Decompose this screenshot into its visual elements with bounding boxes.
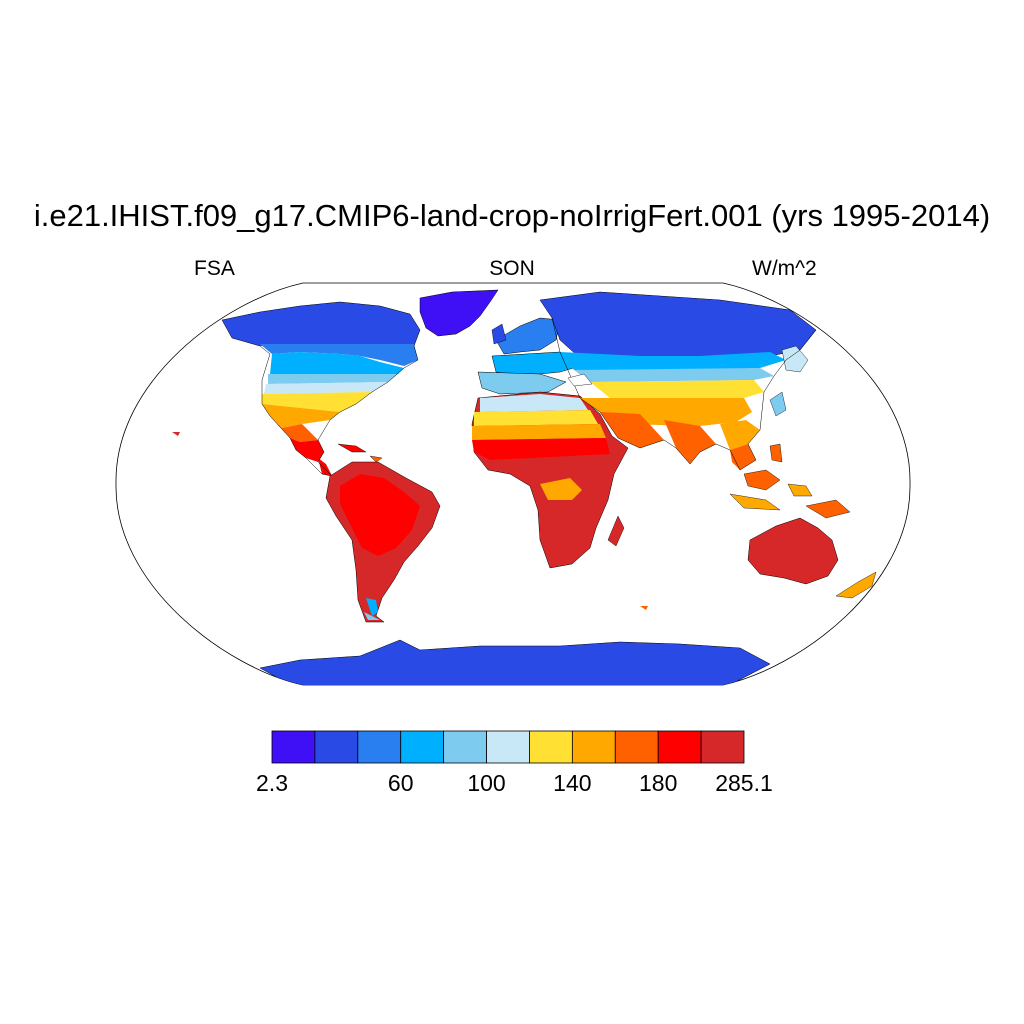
land-asia	[539, 291, 817, 471]
colorbar	[271, 730, 745, 764]
colorbar-swatch-8	[614, 730, 659, 764]
colorbar-tick-label: 2.3	[256, 770, 288, 796]
land-north-america	[221, 301, 421, 477]
colorbar-tick-label: 140	[553, 770, 592, 796]
variable-label: FSA	[194, 257, 235, 280]
colorbar-swatch-0	[271, 730, 316, 764]
land-antarctica	[259, 639, 771, 685]
land-australia	[747, 517, 839, 585]
units-label: W/m^2	[752, 257, 817, 280]
land-greenland	[419, 289, 499, 337]
land-maritime-asia	[729, 443, 851, 519]
land-africa	[471, 391, 629, 569]
colorbar-swatch-9	[657, 730, 702, 764]
colorbar-swatch-4	[443, 730, 487, 764]
land-europe	[477, 317, 581, 395]
land-south-america	[325, 461, 441, 623]
colorbar-swatch-6	[529, 730, 573, 764]
colorbar-swatch-10	[700, 730, 745, 764]
colorbar-tick-label: 60	[387, 770, 414, 796]
plot-title: i.e21.IHIST.f09_g17.CMIP6-land-crop-noIr…	[33, 198, 991, 233]
colorbar-tick-label: 100	[467, 770, 506, 796]
land-caribbean	[337, 443, 367, 453]
land-new-zealand	[835, 571, 877, 599]
colorbar-tick-label: 180	[638, 770, 678, 796]
colorbar-swatch-5	[486, 730, 530, 764]
colorbar-swatch-2	[357, 730, 402, 764]
season-label: SON	[489, 257, 535, 280]
colorbar-swatch-1	[314, 730, 359, 764]
colorbar-tick-label: 285.1	[715, 770, 773, 796]
colorbar-swatch-3	[400, 730, 445, 764]
colorbar-swatch-7	[571, 730, 616, 764]
